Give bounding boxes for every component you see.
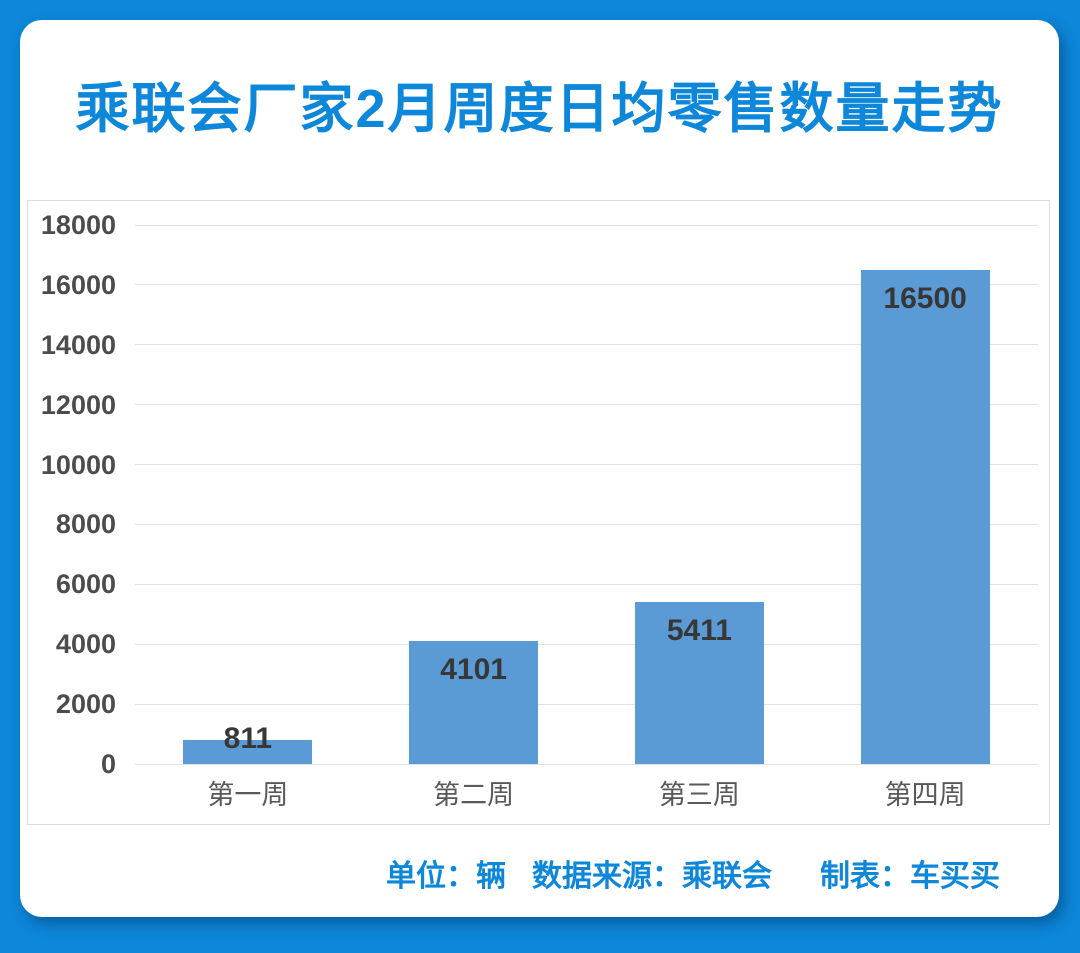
y-tick-label: 14000 (40, 329, 116, 360)
bar-value-label: 811 (223, 722, 273, 755)
y-tick-label: 10000 (40, 449, 116, 480)
y-tick-label: 6000 (55, 569, 116, 600)
y-axis: 0 2000 4000 6000 8000 10000 12000 14000 16000 180… (28, 201, 116, 824)
x-tick-label: 第一周 (207, 780, 289, 810)
footer-unit: 单位：辆 (386, 860, 506, 893)
footer-credit: 制表：车买买 (820, 860, 1000, 893)
x-tick-label: 第二周 (433, 780, 515, 810)
y-tick-label: 16000 (40, 269, 116, 300)
gridline (135, 404, 1038, 406)
y-tick-label: 2000 (55, 689, 116, 720)
y-tick-label: 8000 (55, 509, 116, 540)
gridline (135, 643, 1038, 645)
y-tick-label: 4000 (55, 629, 116, 660)
gridline (135, 763, 1038, 765)
gridline (135, 464, 1038, 466)
bar-chart: 0 2000 4000 6000 8000 10000 12000 14000 16000 180… (27, 200, 1050, 825)
gridline (135, 523, 1038, 525)
bar-value-label: 16500 (883, 282, 967, 315)
plot-area: 811 4101 5411 16500 (135, 224, 1038, 765)
gridline (135, 703, 1038, 705)
y-tick-label: 18000 (40, 210, 116, 240)
page-title: 乘联会厂家2月周度日均零售数量走势 (75, 79, 1004, 139)
x-tick-label: 第三周 (658, 780, 740, 810)
y-tick-label: 0 (100, 749, 116, 779)
bar-value-label: 5411 (666, 614, 732, 647)
bar (183, 740, 313, 764)
bar-value-label: 4101 (440, 653, 507, 686)
footer-source: 数据来源：乘联会 (532, 860, 772, 893)
x-axis: 第一周 第二周 第三周 第四周 (135, 782, 1038, 812)
gridline (135, 224, 1038, 226)
gridline (135, 344, 1038, 346)
gridline (135, 583, 1038, 585)
bar (860, 270, 990, 764)
bar (409, 641, 539, 764)
y-tick-label: 12000 (40, 389, 116, 420)
footer-note: 单位：辆 数据来源：乘联会 制表：车买买 (386, 862, 1000, 892)
bar (634, 602, 764, 764)
gridline (135, 284, 1038, 286)
x-tick-label: 第四周 (884, 780, 966, 810)
infographic-card: 乘联会厂家2月周度日均零售数量走势 0 2000 4000 6000 8000 10000… (20, 20, 1059, 917)
